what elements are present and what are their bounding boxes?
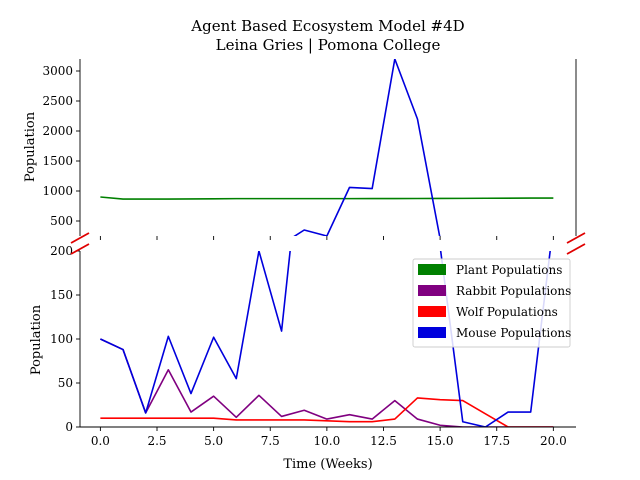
x-tick-label: 7.5 xyxy=(261,434,280,448)
x-tick-label: 17.5 xyxy=(483,434,510,448)
series-line-wolf-populations-bottom xyxy=(100,397,554,427)
chart-title: Agent Based Ecosystem Model #4D xyxy=(190,17,464,35)
legend-label-wolf-populations: Wolf Populations xyxy=(456,305,558,319)
series-line-rabbit-populations-bottom xyxy=(100,338,554,427)
top-y-tick-label: 3000 xyxy=(42,64,73,78)
legend-label-plant-populations: Plant Populations xyxy=(456,263,562,277)
chart-subtitle: Leina Gries | Pomona College xyxy=(216,36,441,54)
x-tick-label: 12.5 xyxy=(370,434,397,448)
axis-break-marker xyxy=(566,232,586,244)
legend-swatch-wolf-populations xyxy=(418,306,446,317)
x-tick-label: 10.0 xyxy=(314,434,341,448)
series-line-mouse-populations-bottom xyxy=(100,251,551,427)
axis-break-marker xyxy=(566,243,586,255)
series-line-plant-populations-top xyxy=(100,196,554,200)
bottom-y-tick-label: 0 xyxy=(65,420,73,434)
x-tick-label: 2.5 xyxy=(147,434,166,448)
top-y-axis-label: Population xyxy=(23,111,38,182)
top-y-tick-label: 1500 xyxy=(42,154,73,168)
bottom-y-tick-label: 100 xyxy=(50,332,73,346)
bottom-y-axis-label: Population xyxy=(29,304,44,375)
series-line-rabbit-populations-top xyxy=(100,245,553,251)
legend-swatch-mouse-populations xyxy=(418,327,446,338)
bottom-y-tick-label: 150 xyxy=(50,288,73,302)
plot-layer: 500 1000 1500 2000 2500 3000 0 50 100 150 200 0.0 2.… xyxy=(42,59,586,448)
series-line-wolf-populations-top xyxy=(100,249,553,251)
x-tick-label: 0.0 xyxy=(91,434,110,448)
top-y-tick-label: 500 xyxy=(50,214,73,228)
top-y-tick-label: 1000 xyxy=(42,184,73,198)
legend-box xyxy=(412,258,571,348)
legend-label-mouse-populations: Mouse Populations xyxy=(456,326,571,340)
bottom-y-tick-label: 200 xyxy=(50,244,73,258)
x-tick-label: 15.0 xyxy=(427,434,454,448)
legend: Plant Populations Rabbit Populations Wolf … xyxy=(412,258,571,348)
x-tick-label: 5.0 xyxy=(204,434,223,448)
axis-break-marker xyxy=(70,243,90,255)
bottom-y-tick-label: 50 xyxy=(58,376,73,390)
x-axis-label: Time (Weeks) xyxy=(283,457,372,472)
legend-swatch-plant-populations xyxy=(418,264,446,275)
x-tick-label: 20.0 xyxy=(540,434,567,448)
top-y-tick-label: 2500 xyxy=(42,94,73,108)
axis-break-marker xyxy=(70,232,90,244)
series-line-mouse-populations-top xyxy=(293,59,441,236)
legend-label-rabbit-populations: Rabbit Populations xyxy=(456,284,571,298)
top-y-tick-label: 2000 xyxy=(42,124,73,138)
legend-swatch-rabbit-populations xyxy=(418,285,446,296)
